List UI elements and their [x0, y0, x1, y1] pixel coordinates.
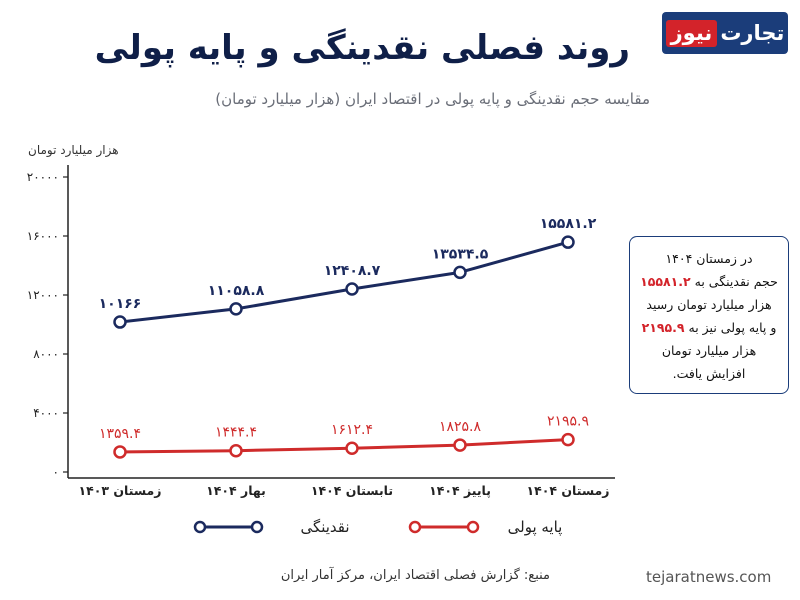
x-tick-label: تابستان ۱۴۰۴	[311, 483, 393, 498]
note-base-money-value: ۲۱۹۵.۹	[641, 320, 685, 335]
logo-text-white: تجارت	[720, 20, 785, 45]
base-money-point	[229, 443, 243, 458]
liquidity-line	[119, 240, 569, 324]
base-money-data-label: ۲۱۹۵.۹	[547, 414, 589, 430]
liquidity-point	[561, 235, 575, 249]
y-tick-label: ۸۰۰۰	[33, 347, 59, 361]
note-line-6: افزایش یافت.	[672, 366, 746, 381]
legend-base-money-label: پایه پولی	[508, 518, 563, 537]
base-money-point	[561, 432, 575, 447]
liquidity-point	[453, 265, 467, 280]
note-line-4: و پایه پولی نیز به ۲۱۹۵.۹	[630, 316, 788, 339]
liquidity-point	[345, 282, 359, 296]
base-money-data-label: ۱۳۵۹.۴	[99, 426, 141, 442]
legend-base-money-swatch-dot	[408, 520, 422, 534]
y-tick-label: ۴۰۰۰	[33, 406, 59, 420]
liquidity-data-label: ۱۲۴۰۸.۷	[324, 263, 381, 279]
legend-liquidity-label: نقدینگی	[300, 518, 349, 536]
note-line-2-prefix: حجم نقدینگی به	[694, 274, 778, 289]
base-money-point	[453, 438, 467, 452]
chart-subtitle: مقایسه حجم نقدینگی و پایه پولی در اقتصاد…	[215, 90, 650, 108]
liquidity-data-label: ۱۱۰۵۸.۸	[208, 283, 265, 299]
note-line-3: هزار میلیارد تومان رسید	[646, 297, 772, 312]
website-url: tejaratnews.com	[646, 568, 772, 586]
line-chart: ۰ ۴۰۰۰ ۸۰۰۰ ۱۲۰۰۰ ۱۶۰۰۰ ۲۰۰۰۰ زمستان ۱۴۰۳ بهار …	[27, 165, 615, 537]
note-line-5: هزار میلیارد تومان	[661, 343, 757, 358]
base-money-point	[345, 441, 359, 455]
x-tick-label: بهار ۱۴۰۴	[206, 483, 266, 498]
liquidity-point	[229, 302, 243, 316]
note-line-4-prefix: و پایه پولی نیز به	[688, 320, 777, 335]
chart-title: روند فصلی نقدینگی و پایه پولی	[94, 28, 630, 68]
y-tick-label: ۲۰۰۰۰	[27, 170, 59, 184]
y-axis-unit: هزار میلیارد تومان	[28, 143, 119, 157]
legend-base-money-swatch-dot	[466, 520, 480, 534]
note-line-1: در زمستان ۱۴۰۴	[665, 251, 753, 266]
base-money-line	[119, 438, 569, 454]
base-money-point	[113, 445, 127, 459]
logo-text-red: نیوز	[665, 19, 718, 47]
y-tick-label: ۰	[53, 465, 59, 479]
liquidity-data-label: ۱۳۵۳۴.۵	[432, 246, 489, 262]
brand-logo: تجارت نیوز	[662, 12, 788, 54]
note-line-2: حجم نقدینگی به ۱۵۵۸۱.۲	[630, 270, 788, 293]
x-tick-label: پاییز ۱۴۰۴	[429, 483, 491, 498]
source-text: منبع: گزارش فصلی اقتصاد ایران، مرکز آمار…	[280, 568, 550, 583]
liquidity-data-label: ۱۰۱۶۶	[99, 296, 142, 312]
liquidity-data-label: ۱۵۵۸۱.۲	[540, 216, 597, 232]
y-tick-label: ۱۶۰۰۰	[27, 229, 59, 243]
x-tick-label: زمستان ۱۴۰۳	[78, 483, 161, 498]
liquidity-point	[113, 315, 127, 329]
base-money-data-label: ۱۴۴۴.۴	[215, 425, 257, 441]
base-money-data-label: ۱۸۲۵.۸	[439, 419, 482, 435]
y-tick-label: ۱۲۰۰۰	[27, 288, 59, 302]
note-liquidity-value: ۱۵۵۸۱.۲	[640, 274, 691, 289]
base-money-data-label: ۱۶۱۲.۴	[331, 422, 373, 438]
summary-note-box: در زمستان ۱۴۰۴ حجم نقدینگی به ۱۵۵۸۱.۲ هز…	[629, 236, 789, 394]
x-tick-label: زمستان ۱۴۰۴	[526, 483, 609, 498]
legend-liquidity-swatch-dot	[250, 520, 264, 534]
legend-liquidity-swatch-dot	[193, 520, 207, 534]
